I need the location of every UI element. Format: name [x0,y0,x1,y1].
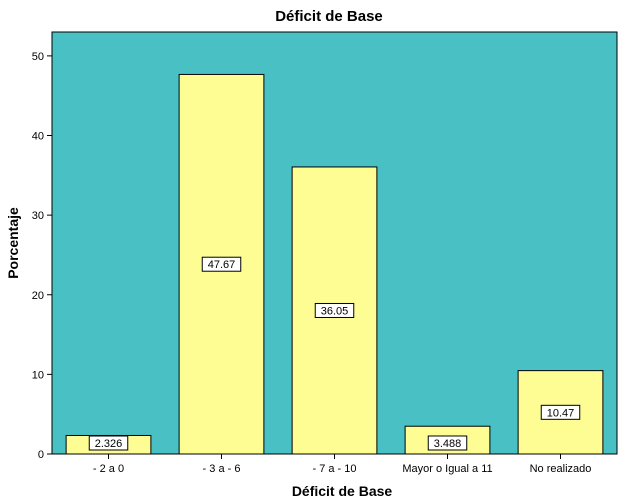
x-tick-label: - 3 a - 6 [203,463,241,475]
x-tick-label: No realizado [530,463,592,475]
chart-title: Déficit de Base [275,8,383,25]
x-tick-label: - 7 a - 10 [312,463,356,475]
y-axis-title: Porcentaje [5,207,21,279]
data-labels: 2.326 47.67 36.05 3.488 10.47 [88,256,581,451]
x-tick-label: Mayor o Igual a 11 [402,463,492,475]
y-tick-label: 50 [32,51,44,63]
y-tick-label: 30 [32,210,44,222]
y-tick-label: 10 [32,369,44,381]
data-label-box [201,256,242,272]
data-label-box [540,404,581,420]
y-tick-label: 40 [32,131,44,143]
data-label-box [88,435,129,451]
data-label: 10.47 [547,407,575,419]
data-label: 2.326 [95,438,123,450]
y-tick-label: 0 [38,449,44,461]
x-axis: - 2 a 0 - 3 a - 6 - 7 a - 10 Mayor o Igual … [93,454,591,475]
data-label: 36.05 [321,305,349,317]
y-tick-label: 20 [32,290,44,302]
data-label-box [314,302,355,318]
data-label-box [427,435,468,451]
data-label: 47.67 [208,259,236,271]
x-tick-label: - 2 a 0 [93,463,124,475]
data-label: 3.488 [434,438,462,450]
x-axis-title: Déficit de Base [292,483,393,499]
y-axis: 0 10 20 30 40 50 [32,51,52,461]
